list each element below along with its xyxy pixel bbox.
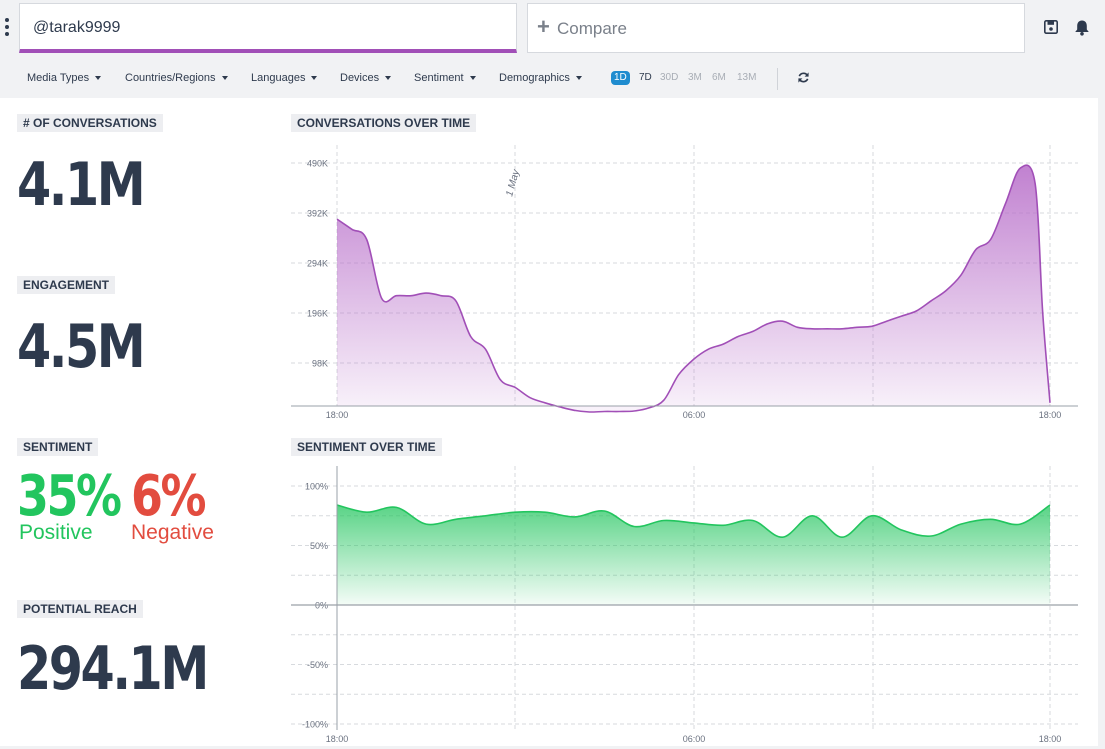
filter-languages[interactable]: Languages [251, 72, 318, 84]
refresh-icon[interactable] [797, 71, 810, 84]
caret-down-icon [469, 76, 476, 81]
search-input-value: @tarak9999 [33, 19, 121, 36]
sentiment-chart-title: SENTIMENT OVER TIME [291, 438, 442, 456]
bell-icon[interactable] [1074, 19, 1090, 36]
caret-down-icon [95, 76, 102, 81]
dashboard-panel: # OF CONVERSATIONS 4.1M ENGAGEMENT 4.5M … [0, 98, 1098, 746]
engagement-value: 4.5M [17, 312, 146, 382]
caret-down-icon [575, 76, 582, 81]
positive-value: 35% [17, 464, 122, 529]
filter-label: Media Types [27, 72, 90, 84]
negative-value: 6% [131, 464, 207, 529]
compare-input[interactable]: + Compare [527, 3, 1025, 53]
filter-media-types[interactable]: Media Types [27, 72, 102, 84]
filter-countries-regions[interactable]: Countries/Regions [125, 72, 228, 84]
filter-demographics[interactable]: Demographics [499, 72, 582, 84]
engagement-label: ENGAGEMENT [17, 276, 116, 294]
conversations-chart-title: CONVERSATIONS OVER TIME [291, 114, 477, 132]
negative-label: Negative [131, 521, 214, 544]
positive-label: Positive [19, 521, 93, 544]
range-1d[interactable]: 1D [611, 71, 630, 85]
plus-icon: + [537, 14, 550, 39]
sentiment-label: SENTIMENT [17, 438, 99, 456]
conversations-label: # OF CONVERSATIONS [17, 114, 163, 132]
reach-label: POTENTIAL REACH [17, 600, 143, 618]
divider [777, 68, 778, 90]
filter-label: Languages [251, 72, 306, 84]
filter-label: Demographics [499, 72, 570, 84]
more-options-icon[interactable] [4, 18, 12, 40]
caret-down-icon [385, 76, 392, 81]
filter-sentiment[interactable]: Sentiment [414, 72, 476, 84]
top-bar: @tarak9999 + Compare [0, 0, 1105, 58]
filter-label: Devices [340, 72, 380, 84]
range-3m[interactable]: 3M [688, 72, 702, 83]
caret-down-icon [221, 76, 228, 81]
caret-down-icon [311, 76, 318, 81]
reach-value: 294.1M [17, 634, 209, 704]
range-13m[interactable]: 13M [737, 72, 757, 83]
filter-label: Countries/Regions [125, 72, 216, 84]
save-icon[interactable] [1044, 20, 1058, 34]
compare-label: Compare [557, 19, 627, 38]
filter-devices[interactable]: Devices [340, 72, 392, 84]
filter-bar: Media Types Countries/Regions Languages … [0, 58, 1105, 98]
search-input[interactable]: @tarak9999 [19, 3, 517, 53]
range-30d[interactable]: 30D [660, 72, 679, 83]
conversations-value: 4.1M [17, 150, 146, 220]
range-7d[interactable]: 7D [639, 72, 652, 83]
range-6m[interactable]: 6M [712, 72, 726, 83]
filter-label: Sentiment [414, 72, 464, 84]
